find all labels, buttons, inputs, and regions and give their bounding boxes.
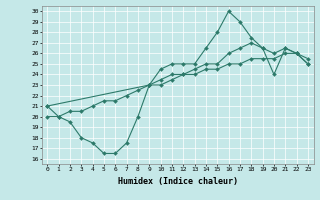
- X-axis label: Humidex (Indice chaleur): Humidex (Indice chaleur): [118, 177, 237, 186]
